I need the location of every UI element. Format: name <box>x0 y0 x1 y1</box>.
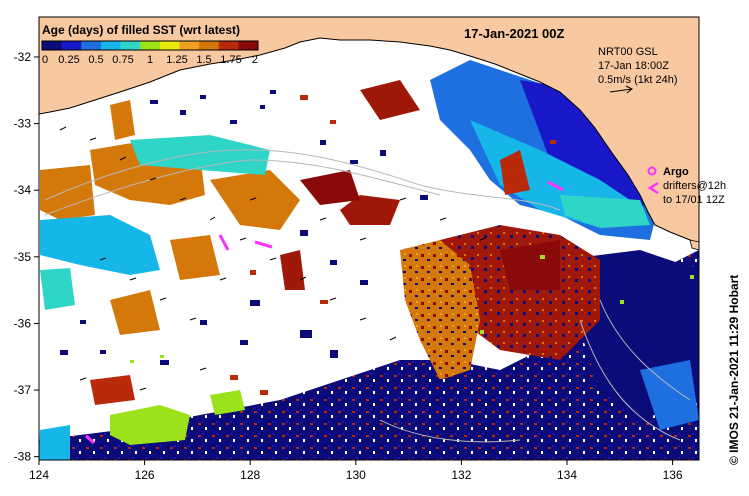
y-tick-label: -37 <box>14 383 32 397</box>
colorbar-tick-label: 2 <box>252 54 258 66</box>
current-vectors <box>59 126 487 391</box>
colorbar-segment <box>140 41 161 50</box>
drifter-icon <box>647 181 659 195</box>
argo-legend: Argo drifters@12h to 17/01 12Z <box>647 166 726 206</box>
argo-float-icon <box>647 166 657 176</box>
colorbar-segment <box>100 41 122 50</box>
drifters-label-line1: drifters@12h <box>663 180 726 192</box>
scale-arrow-icon <box>609 88 633 93</box>
y-tick-label: -36 <box>14 316 32 330</box>
y-tick-label: -35 <box>14 250 32 264</box>
y-tick-label: -32 <box>14 50 32 64</box>
colorbar-tick-label: 0.5 <box>88 54 103 66</box>
colorbar-tick-label: 0.25 <box>58 54 79 66</box>
x-tick-label: 132 <box>451 468 471 482</box>
map-plot-area <box>39 17 699 460</box>
drifter-tracks <box>85 180 564 445</box>
current-info: NRT00 GSL 17-Jan 18:00Z 0.5m/s (1kt 24h) <box>598 46 677 94</box>
x-tick-label: 126 <box>135 468 155 482</box>
colorbar-segment <box>238 41 259 50</box>
colorbar-tick-label: 1 <box>147 54 153 66</box>
y-tick-label: -38 <box>14 450 32 464</box>
x-tick-label: 130 <box>346 468 366 482</box>
colorbar-segment <box>120 41 141 50</box>
colorbar-segment <box>218 41 239 50</box>
colorbar-outline <box>41 40 259 51</box>
sst-age-field <box>39 60 699 460</box>
drifters-label-line2: to 17/01 12Z <box>663 194 725 206</box>
colorbar-tick-label: 0.75 <box>112 54 133 66</box>
colorbar-segment <box>61 41 82 50</box>
bathymetry-contours <box>44 149 691 443</box>
colorbar-title: Age (days) of filled SST (wrt latest) <box>42 23 240 37</box>
x-tick-label: 136 <box>663 468 683 482</box>
y-tick-label: -33 <box>14 117 32 131</box>
colorbar-segment <box>179 41 200 50</box>
date-title: 17-Jan-2021 00Z <box>464 26 565 41</box>
plot-frame <box>38 16 700 461</box>
colorbar-segment <box>159 41 180 50</box>
current-info-line1: NRT00 GSL <box>598 46 658 58</box>
colorbar-segment <box>81 41 102 50</box>
argo-label: Argo <box>663 166 689 178</box>
colorbar <box>41 40 259 51</box>
x-tick-label: 134 <box>557 468 577 482</box>
colorbar-segment <box>42 41 63 50</box>
colorbar-tick-label: 1.75 <box>220 54 241 66</box>
x-axis: 124 126 128 130 132 134 136 <box>29 460 683 482</box>
colorbar-tick-label: 1.5 <box>196 54 211 66</box>
colorbar-tick-label: 1.25 <box>166 54 187 66</box>
colorbar-segment <box>199 41 220 50</box>
x-tick-label: 128 <box>240 468 260 482</box>
current-info-line3: 0.5m/s (1kt 24h) <box>598 74 677 86</box>
colorbar-ticks: 0 0.25 0.5 0.75 1 1.25 1.5 1.75 2 <box>42 54 258 66</box>
credit-text: © IMOS 21-Jan-2021 11:29 Hobart <box>727 275 741 465</box>
y-axis: -32 -33 -34 -35 -36 -37 -38 <box>14 50 39 464</box>
land-mass <box>39 17 699 246</box>
colorbar-tick-label: 0 <box>42 54 48 66</box>
current-info-line2: 17-Jan 18:00Z <box>598 60 669 72</box>
y-tick-label: -34 <box>14 183 32 197</box>
x-tick-label: 124 <box>29 468 49 482</box>
